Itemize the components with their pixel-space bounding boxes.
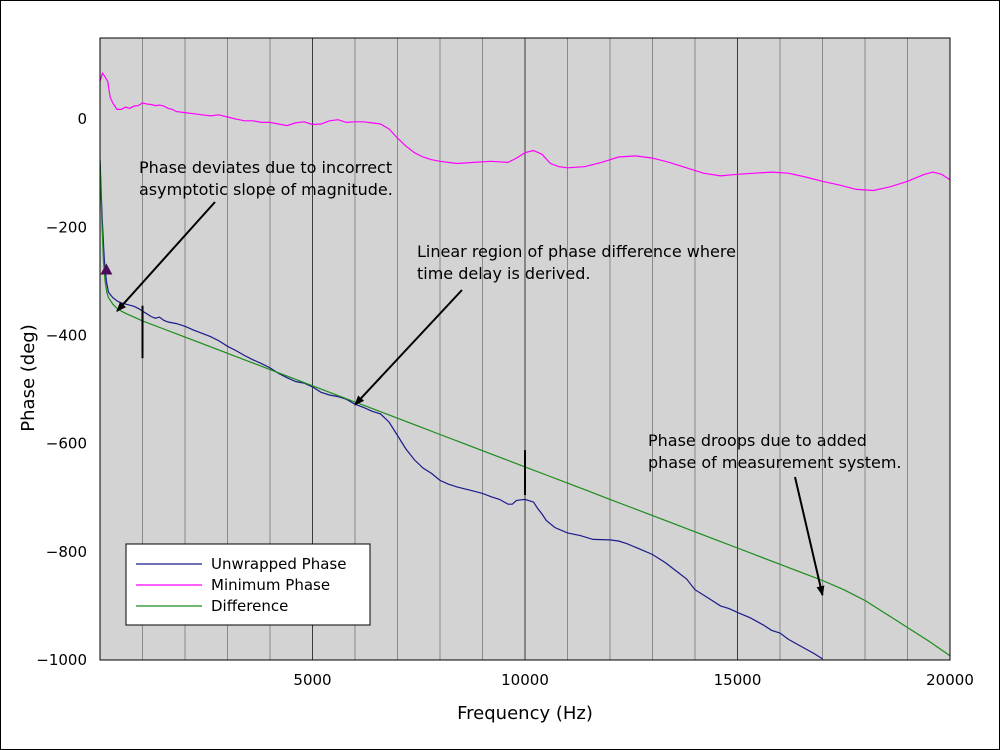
- annotation-text: Phase deviates due to incorrect: [139, 158, 392, 177]
- y-tick-label: −600: [46, 435, 87, 453]
- marker-layer: [100, 263, 526, 496]
- annotation-arrow: [116, 201, 216, 312]
- y-axis-ticks: 0 −200 −400 −600 −800 −1000: [36, 110, 87, 669]
- annotation-text: phase of measurement system.: [648, 453, 902, 472]
- x-axis-label: Frequency (Hz): [457, 703, 593, 724]
- y-tick-label: −1000: [36, 651, 87, 669]
- annotation: Phase droops due to added phase of measur…: [648, 431, 902, 597]
- series-line-unwrapped-phase: [100, 159, 823, 660]
- annotation: Phase deviates due to incorrect asymptoti…: [116, 158, 393, 312]
- x-tick-label: 15000: [714, 671, 762, 689]
- x-tick-label: 5000: [293, 671, 331, 689]
- annotation-layer: Phase deviates due to incorrect asymptoti…: [116, 158, 902, 597]
- legend-label-unwrapped: Unwrapped Phase: [211, 555, 346, 573]
- legend: Unwrapped Phase Minimum Phase Difference: [125, 543, 371, 626]
- annotation-arrow: [794, 476, 825, 597]
- y-tick-label: −200: [46, 218, 87, 236]
- y-axis-label: Phase (deg): [18, 324, 39, 431]
- annotation-text: Linear region of phase difference where: [417, 242, 736, 261]
- annotation: Linear region of phase difference where t…: [354, 242, 736, 406]
- annotation-arrow: [354, 289, 463, 406]
- annotation-text: Phase droops due to added: [648, 431, 867, 450]
- y-tick-label: 0: [77, 110, 87, 128]
- annotation-text: time delay is derived.: [417, 264, 590, 283]
- plot-border: [99, 37, 951, 661]
- y-tick-label: −800: [46, 543, 87, 561]
- triangle-marker: [100, 263, 113, 275]
- annotation-text: asymptotic slope of magnitude.: [139, 180, 393, 199]
- x-tick-label: 20000: [926, 671, 974, 689]
- y-tick-label: −400: [46, 326, 87, 344]
- legend-label-difference: Difference: [211, 597, 288, 615]
- legend-label-minimum: Minimum Phase: [211, 576, 330, 594]
- x-axis-ticks: 5000 10000 15000 20000: [293, 671, 973, 689]
- series-line-minimum-phase: [100, 71, 950, 192]
- x-tick-label: 10000: [501, 671, 549, 689]
